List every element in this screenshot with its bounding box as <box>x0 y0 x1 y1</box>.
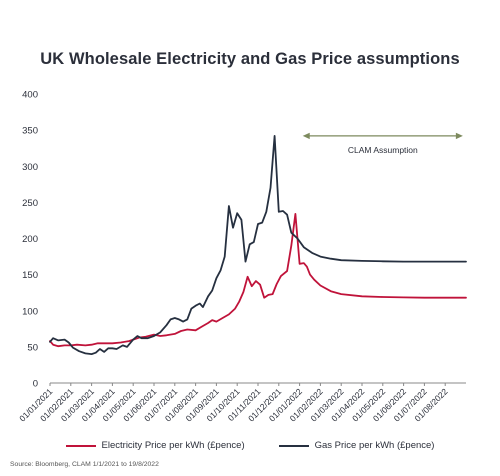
legend-item-electricity: Electricity Price per kWh (£pence) <box>65 440 245 451</box>
legend-label-gas: Gas Price per kWh (£pence) <box>314 440 435 451</box>
annotation-arrowhead-left <box>302 132 310 140</box>
y-tick-label: 0 <box>33 379 38 390</box>
source-note: Source: Bloomberg, CLAM 1/1/2021 to 19/8… <box>10 461 159 468</box>
series-line-electricity <box>49 213 467 348</box>
legend-swatch-electricity <box>65 444 96 447</box>
chart-legend: Electricity Price per kWh (£pence) Gas P… <box>0 440 500 451</box>
legend-item-gas: Gas Price per kWh (£pence) <box>278 440 435 451</box>
chart-title: UK Wholesale Electricity and Gas Price a… <box>40 50 460 68</box>
y-tick-label: 100 <box>22 306 38 317</box>
y-tick-label: 350 <box>22 126 38 137</box>
y-tick-label: 200 <box>22 234 38 245</box>
annotation-arrowhead-right <box>455 132 463 140</box>
legend-swatch-gas <box>278 444 309 447</box>
y-tick-label: 50 <box>27 342 38 353</box>
y-tick-label: 150 <box>22 270 38 281</box>
series-line-gas <box>49 135 467 355</box>
y-tick-label: 300 <box>22 162 38 173</box>
y-tick-label: 250 <box>22 198 38 209</box>
legend-label-electricity: Electricity Price per kWh (£pence) <box>101 440 245 451</box>
annotation-label: CLAM Assumption <box>348 145 418 155</box>
y-tick-label: 400 <box>22 90 38 101</box>
